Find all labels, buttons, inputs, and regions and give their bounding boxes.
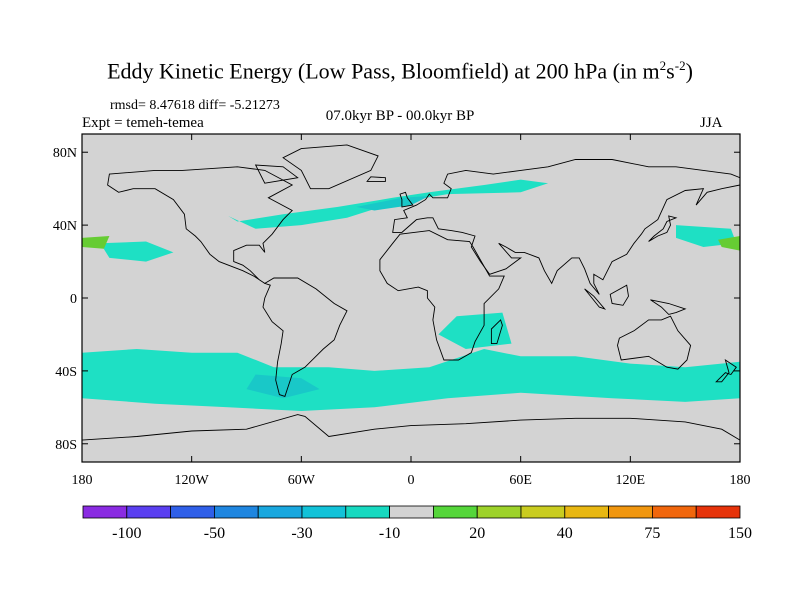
x-tick-label: 120W <box>175 473 210 488</box>
coastline-borneo <box>609 284 629 306</box>
coastline-baffin <box>254 164 299 184</box>
coastline-great-britain <box>399 191 414 208</box>
y-tick-label: 80N <box>53 146 77 161</box>
coastline-madagascar <box>490 319 503 345</box>
period-label: 07.0kyr BP - 00.0kyr BP <box>325 108 475 124</box>
colorbar-swatch <box>257 505 303 519</box>
colorbar-swatch <box>213 505 259 519</box>
x-tick-label: 0 <box>408 473 415 488</box>
colorbar-swatch <box>695 505 741 519</box>
pacific-positive-west-region <box>82 236 110 249</box>
coastline-north-america <box>107 166 294 284</box>
plot-title: Eddy Kinetic Energy (Low Pass, Bloomfiel… <box>107 58 693 84</box>
colorbar-label: -50 <box>204 525 225 542</box>
coastline-iceland <box>366 176 386 182</box>
southern-ocean-core-region <box>246 374 320 399</box>
colorbar-swatch <box>126 505 172 519</box>
x-tick-label: 180 <box>72 473 93 488</box>
y-tick-label: 0 <box>70 292 77 307</box>
pacific-positive-east-region <box>718 236 740 251</box>
colorbar-swatch <box>345 505 390 519</box>
coastline-africa <box>379 230 505 361</box>
x-tick-label: 60W <box>288 473 316 488</box>
y-tick-label: 40N <box>53 219 77 234</box>
colorbar-swatch <box>82 505 128 519</box>
stats-label: rmsd= 8.47618 diff= -5.21273 <box>110 98 280 113</box>
anomaly-layer <box>82 179 740 411</box>
colorbar-swatch <box>301 505 347 519</box>
y-tick-label: 80S <box>55 438 77 453</box>
map-background <box>82 134 740 462</box>
colorbar-swatch <box>476 505 522 519</box>
colorbar-swatch <box>170 505 215 519</box>
colorbar-label: -100 <box>112 525 141 542</box>
y-tick-label: 40S <box>55 365 77 380</box>
north-pacific-negative-region <box>100 241 174 262</box>
colorbar-swatch <box>564 505 609 519</box>
colorbar-swatch <box>432 505 478 519</box>
x-axis: 180 120W 60W 0 60E 120E 180 <box>72 134 751 488</box>
coastline-australia <box>617 315 692 370</box>
southern-ocean-negative-region <box>82 349 740 411</box>
colorbar-label: -30 <box>291 525 312 542</box>
colorbar-label: -10 <box>379 525 400 542</box>
y-axis: 80N 40N 0 40S 80S <box>53 146 740 453</box>
coastline-japan <box>648 215 678 242</box>
x-tick-label: 120E <box>616 473 646 488</box>
coastline-south-america <box>262 277 348 397</box>
colorbar-label: 20 <box>469 525 485 542</box>
north-atlantic-core-region <box>356 196 430 211</box>
colorbar-swatch <box>608 505 653 519</box>
coastline-layer <box>82 144 740 441</box>
colorbar-label: 75 <box>644 525 660 542</box>
colorbar-swatch <box>520 505 566 519</box>
season-label: JJA <box>700 115 723 131</box>
colorbar: -100 -50 -30 -10 20 40 75 150 <box>82 505 752 542</box>
x-tick-label: 60E <box>509 473 532 488</box>
coastline-new-guinea <box>650 299 687 315</box>
east-africa-negative-region <box>438 312 512 349</box>
coastline-greenland <box>282 144 379 190</box>
coastline-antarctica <box>82 414 740 441</box>
colorbar-label: 40 <box>557 525 573 542</box>
colorbar-label: 150 <box>728 525 752 542</box>
x-tick-label: 180 <box>730 473 751 488</box>
coastline-sumatra <box>584 288 607 310</box>
colorbar-swatch <box>389 505 434 519</box>
colorbar-swatch <box>652 505 697 519</box>
coastline-eurasia <box>392 159 740 295</box>
experiment-label: Expt = temeh-temea <box>82 115 204 131</box>
coastline-new-zealand <box>715 358 737 383</box>
